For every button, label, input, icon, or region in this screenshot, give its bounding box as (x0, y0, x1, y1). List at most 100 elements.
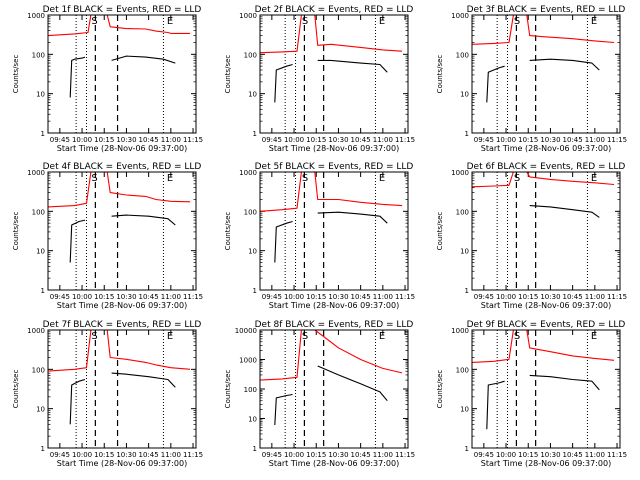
x-tick-label: 09:45 (262, 451, 282, 459)
detector-panel-8: Det 8f BLACK = Events, RED = LLD Counts/s… (224, 320, 415, 468)
plot-frame (471, 171, 621, 291)
y-axis-label: Counts/sec (436, 55, 444, 94)
x-tick-label: 11:00 (373, 136, 393, 144)
y-axis-label: Counts/sec (436, 212, 444, 251)
y-tick-label: 100 (32, 51, 45, 59)
plot-area (48, 330, 191, 448)
plot-area (472, 172, 615, 290)
series-events-line (529, 374, 600, 391)
series-events-line (529, 205, 600, 218)
series-lld-line (314, 330, 403, 374)
series-events-line (111, 55, 176, 64)
series-lld-line (106, 330, 191, 370)
y-axis-label: Counts/sec (224, 370, 232, 409)
y-tick-label: 10 (460, 248, 469, 256)
series-events-line (69, 378, 86, 425)
series-lld-line (472, 15, 514, 45)
x-tick-label: 10:45 (139, 136, 159, 144)
detector-panel-9: Det 9f BLACK = Events, RED = LLD Counts/s… (436, 320, 627, 468)
series-lld-line (48, 172, 92, 208)
x-tick-label: 11:00 (373, 293, 393, 301)
end-marker-label: E (379, 331, 385, 342)
y-tick-label: 100 (32, 366, 45, 374)
x-tick-label: 10:15 (306, 293, 326, 301)
plot-frame (259, 14, 409, 134)
y-axis-label: Counts/sec (224, 212, 232, 251)
y-tick-label: 1 (41, 130, 45, 138)
x-axis-label: Start Time (28-Nov-06 09:37:00) (269, 144, 399, 153)
x-tick-label: 11:00 (585, 451, 605, 459)
x-tick-label: 10:00 (496, 136, 516, 144)
x-tick-label: 10:30 (328, 293, 348, 301)
y-tick-label: 100 (244, 208, 257, 216)
x-axis-label: Start Time (28-Nov-06 09:37:00) (481, 144, 611, 153)
panel-title: Det 9f BLACK = Events, RED = LLD (467, 320, 626, 330)
y-axis-label: Counts/sec (224, 55, 232, 94)
x-tick-label: 10:30 (328, 451, 348, 459)
x-tick-label: 10:00 (496, 293, 516, 301)
series-events-line (274, 393, 293, 426)
y-tick-label: 10 (36, 406, 45, 414)
y-tick-label: 1 (253, 130, 257, 138)
y-tick-label: 1000 (27, 169, 45, 177)
plot-frame (47, 171, 197, 291)
y-tick-label: 100 (32, 208, 45, 216)
x-tick-label: 11:00 (161, 136, 181, 144)
y-tick-label: 1 (253, 287, 257, 295)
series-lld-line (526, 15, 615, 44)
start-marker-label: S (302, 331, 308, 342)
y-tick-label: 1 (465, 130, 469, 138)
x-tick-label: 10:00 (284, 293, 304, 301)
x-tick-label: 10:00 (284, 136, 304, 144)
panel-title: Det 2f BLACK = Events, RED = LLD (255, 5, 414, 15)
x-tick-label: 10:00 (72, 293, 92, 301)
y-axis-label: Counts/sec (12, 370, 20, 409)
x-tick-label: 10:30 (540, 451, 560, 459)
detector-panel-4: Det 4f BLACK = Events, RED = LLD Counts/s… (12, 162, 203, 310)
y-tick-label: 1 (465, 287, 469, 295)
y-axis-label: Counts/sec (12, 55, 20, 94)
x-tick-label: 09:45 (50, 451, 70, 459)
x-tick-label: 10:45 (351, 293, 371, 301)
start-marker-label: S (514, 173, 520, 184)
x-tick-label: 10:00 (496, 451, 516, 459)
x-tick-label: 10:45 (351, 451, 371, 459)
x-tick-label: 11:00 (373, 451, 393, 459)
x-tick-label: 10:45 (563, 136, 583, 144)
x-tick-label: 10:45 (351, 136, 371, 144)
detector-panel-1: Det 1f BLACK = Events, RED = LLD Counts/s… (12, 5, 203, 153)
x-tick-label: 10:30 (116, 451, 136, 459)
series-lld-line (48, 15, 92, 37)
plot-frame (471, 14, 621, 134)
series-lld-line (472, 330, 514, 363)
x-tick-label: 11:15 (395, 136, 415, 144)
panel-title: Det 7f BLACK = Events, RED = LLD (43, 320, 202, 330)
x-axis-label: Start Time (28-Nov-06 09:37:00) (269, 301, 399, 310)
start-marker-label: S (514, 331, 520, 342)
x-tick-label: 10:15 (518, 451, 538, 459)
x-tick-label: 10:15 (94, 136, 114, 144)
x-tick-label: 11:15 (607, 136, 627, 144)
y-axis-label: Counts/sec (436, 370, 444, 409)
x-tick-label: 10:45 (563, 293, 583, 301)
series-lld-line (526, 330, 615, 361)
x-tick-label: 11:15 (395, 451, 415, 459)
x-tick-label: 10:15 (94, 451, 114, 459)
detector-panel-3: Det 3f BLACK = Events, RED = LLD Counts/s… (436, 5, 627, 153)
x-tick-label: 11:00 (161, 293, 181, 301)
x-tick-label: 11:15 (395, 293, 415, 301)
series-lld-line (526, 172, 615, 186)
start-marker-label: S (91, 16, 97, 27)
x-axis-label: Start Time (28-Nov-06 09:37:00) (57, 301, 187, 310)
y-tick-label: 100 (456, 51, 469, 59)
series-events-line (111, 372, 176, 388)
plot-area (472, 15, 615, 133)
x-axis-label: Start Time (28-Nov-06 09:37:00) (57, 459, 187, 468)
end-marker-label: E (167, 16, 173, 27)
detector-panel-5: Det 5f BLACK = Events, RED = LLD Counts/s… (224, 162, 415, 310)
series-lld-line (260, 330, 302, 381)
series-lld-line (260, 15, 302, 54)
y-tick-label: 1000 (27, 327, 45, 335)
x-tick-label: 10:30 (116, 293, 136, 301)
series-lld-line (472, 172, 514, 188)
